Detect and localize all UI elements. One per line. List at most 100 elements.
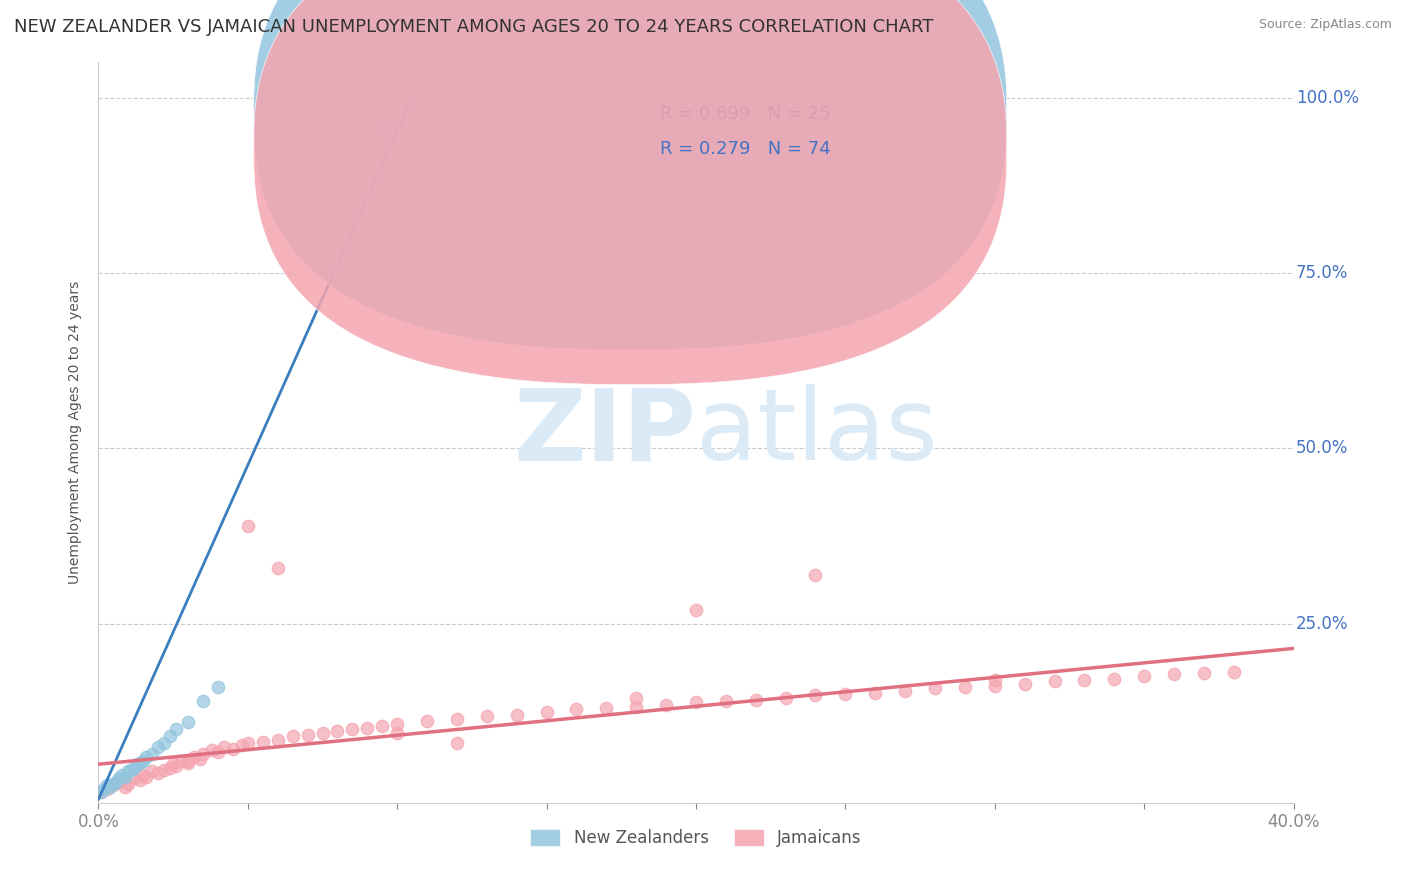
Point xyxy=(165,722,187,736)
Point xyxy=(153,736,176,750)
Point xyxy=(114,770,136,784)
Point xyxy=(108,771,131,785)
Point xyxy=(96,781,118,796)
Y-axis label: Unemployment Among Ages 20 to 24 years: Unemployment Among Ages 20 to 24 years xyxy=(69,281,83,584)
Point xyxy=(446,712,468,726)
Point xyxy=(141,747,163,761)
Point xyxy=(342,722,364,736)
Point xyxy=(148,739,170,754)
Point xyxy=(1133,669,1156,683)
Point xyxy=(162,757,184,772)
Point xyxy=(124,771,146,785)
Point xyxy=(141,764,163,779)
Point xyxy=(1163,667,1185,681)
Point xyxy=(267,560,290,574)
Point xyxy=(117,777,139,791)
Point xyxy=(159,761,181,775)
Point xyxy=(804,689,827,703)
Point xyxy=(222,741,245,756)
Point xyxy=(191,694,214,708)
Point xyxy=(93,781,115,796)
Point xyxy=(984,679,1007,693)
Point xyxy=(135,770,157,784)
FancyBboxPatch shape xyxy=(254,0,1007,350)
Text: 75.0%: 75.0% xyxy=(1296,264,1348,282)
Point xyxy=(626,699,648,714)
Point xyxy=(96,778,118,792)
Text: R = 0.899   N = 25: R = 0.899 N = 25 xyxy=(661,105,831,123)
Point xyxy=(129,772,152,787)
Point xyxy=(148,765,170,780)
Point xyxy=(124,761,146,775)
Point xyxy=(536,705,558,719)
Point xyxy=(1192,665,1215,680)
Point xyxy=(103,777,125,791)
Point xyxy=(201,743,224,757)
Point xyxy=(385,725,409,739)
Point xyxy=(111,768,134,782)
Point xyxy=(236,518,259,533)
Point xyxy=(356,721,378,735)
Point xyxy=(191,747,214,761)
Point xyxy=(135,750,157,764)
Point xyxy=(297,728,319,742)
Point xyxy=(132,754,155,768)
Text: 50.0%: 50.0% xyxy=(1296,440,1348,458)
Point xyxy=(117,764,139,779)
Point xyxy=(129,756,152,770)
Legend: New Zealanders, Jamaicans: New Zealanders, Jamaicans xyxy=(523,822,869,854)
Point xyxy=(626,690,648,705)
Point xyxy=(446,736,468,750)
Point xyxy=(90,785,112,799)
Point xyxy=(371,119,394,133)
Point xyxy=(894,683,917,698)
Point xyxy=(212,739,235,754)
Text: R = 0.279   N = 74: R = 0.279 N = 74 xyxy=(661,140,831,158)
Point xyxy=(834,687,856,701)
Point xyxy=(172,754,194,768)
Point xyxy=(267,732,290,747)
Point xyxy=(714,694,737,708)
Point xyxy=(207,680,229,694)
Point xyxy=(475,709,498,723)
Point xyxy=(1014,676,1036,690)
Text: NEW ZEALANDER VS JAMAICAN UNEMPLOYMENT AMONG AGES 20 TO 24 YEARS CORRELATION CHA: NEW ZEALANDER VS JAMAICAN UNEMPLOYMENT A… xyxy=(14,18,934,36)
Point xyxy=(371,718,394,732)
Text: ZIP: ZIP xyxy=(513,384,696,481)
Point xyxy=(953,680,976,694)
Text: 25.0%: 25.0% xyxy=(1296,615,1348,632)
Point xyxy=(984,673,1007,687)
Point xyxy=(207,745,229,759)
Point xyxy=(103,778,125,792)
Point xyxy=(177,754,200,768)
Text: Source: ZipAtlas.com: Source: ZipAtlas.com xyxy=(1258,18,1392,31)
Point xyxy=(655,698,678,712)
Point xyxy=(127,757,149,772)
Point xyxy=(1223,665,1246,679)
Point xyxy=(326,723,349,738)
Point xyxy=(775,690,797,705)
Point xyxy=(685,695,707,709)
Point xyxy=(311,725,333,739)
Point xyxy=(252,735,274,749)
FancyBboxPatch shape xyxy=(595,81,965,178)
Point xyxy=(595,701,617,715)
Point xyxy=(177,756,200,770)
Point xyxy=(153,763,176,777)
Point xyxy=(183,750,205,764)
Point xyxy=(177,715,200,730)
Point xyxy=(1073,673,1095,687)
Point xyxy=(745,692,768,706)
Point xyxy=(98,780,122,794)
Point xyxy=(1043,674,1066,689)
Point xyxy=(231,738,253,752)
Point xyxy=(159,729,181,743)
Point xyxy=(416,714,439,728)
Point xyxy=(90,785,112,799)
Point xyxy=(565,702,588,716)
Point xyxy=(114,780,136,794)
Point xyxy=(188,751,211,765)
FancyBboxPatch shape xyxy=(254,0,1007,384)
Point xyxy=(236,736,259,750)
Point xyxy=(385,716,409,731)
